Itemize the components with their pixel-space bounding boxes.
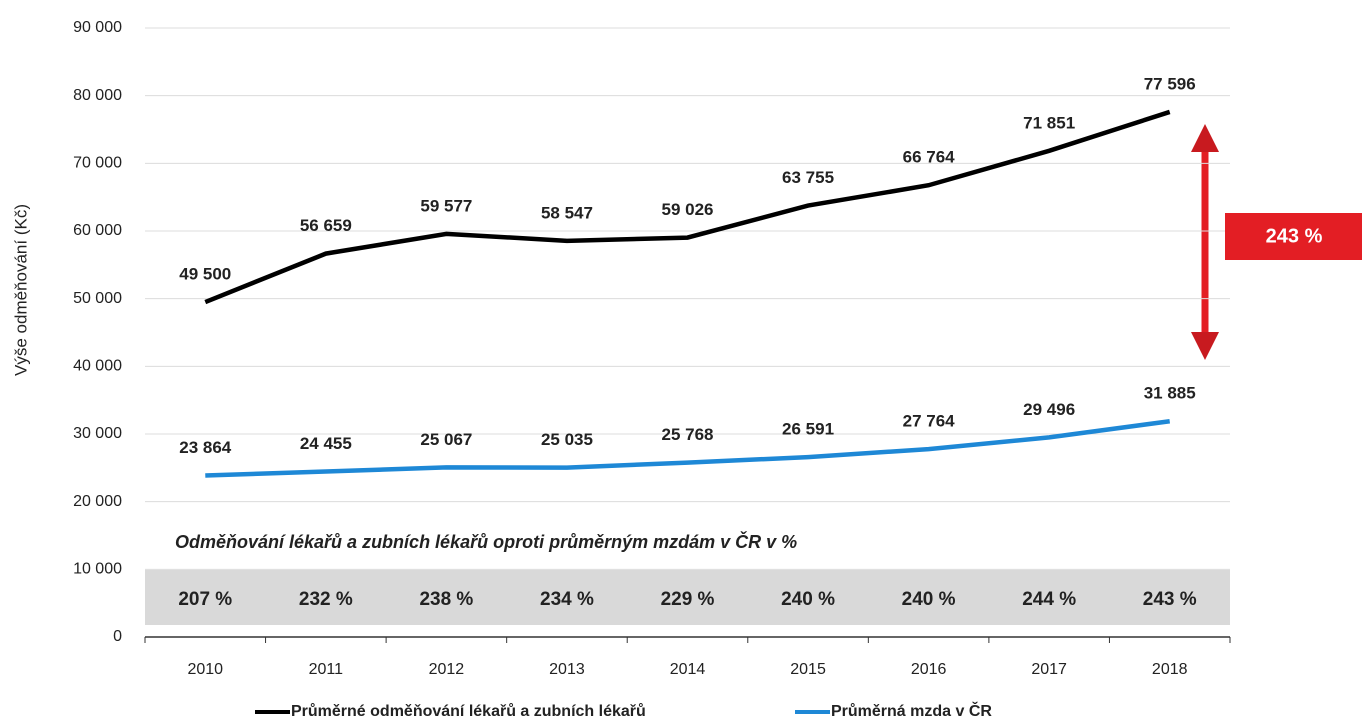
- callout-box: [1225, 213, 1362, 260]
- line: [204, 109, 1171, 305]
- x-tick-label: 2018: [1152, 661, 1188, 678]
- value-label: 66 764: [903, 148, 956, 167]
- y-tick-label: 40 000: [73, 358, 122, 375]
- ratio-label: 232 %: [299, 589, 353, 610]
- y-tick-label: 50 000: [73, 290, 122, 307]
- y-tick-label: 30 000: [73, 425, 122, 442]
- ratio-label: 243 %: [1143, 589, 1197, 610]
- ratio-label: 234 %: [540, 589, 594, 610]
- value-label: 58 547: [541, 203, 593, 222]
- value-label: 59 026: [662, 200, 714, 219]
- y-tick-label: 90 000: [73, 19, 122, 36]
- value-label: 56 659: [300, 216, 352, 235]
- value-label: 31 885: [1144, 384, 1196, 403]
- value-label: 29 496: [1023, 400, 1075, 419]
- ratio-label: 244 %: [1022, 589, 1076, 610]
- value-label: 25 035: [541, 430, 593, 449]
- ratio-label: 240 %: [781, 589, 835, 610]
- value-label: 77 596: [1144, 74, 1196, 93]
- y-tick-label: 60 000: [73, 222, 122, 239]
- value-label: 49 500: [179, 265, 231, 284]
- legend-label: Průměrné odměňování lékařů a zubních lék…: [291, 703, 646, 720]
- ratio-label: 240 %: [902, 589, 956, 610]
- value-label: 71 851: [1023, 113, 1075, 132]
- value-label: 26 591: [782, 420, 834, 439]
- x-tick-label: 2010: [187, 661, 223, 678]
- y-tick-label: 0: [113, 628, 122, 645]
- value-label: 27 764: [903, 412, 956, 431]
- y-tick-label: 70 000: [73, 155, 122, 172]
- x-tick-label: 2012: [429, 661, 465, 678]
- ratio-label: 207 %: [178, 589, 232, 610]
- value-label: 59 577: [420, 196, 472, 215]
- value-label: 25 768: [662, 425, 714, 444]
- subtitle: Odměňování lékařů a zubních lékařů oprot…: [175, 531, 797, 552]
- legend-label: Průměrná mzda v ČR: [831, 701, 992, 720]
- ratio-label: 238 %: [419, 589, 473, 610]
- callout-label: 243 %: [1266, 225, 1323, 247]
- x-tick-label: 2011: [309, 661, 344, 678]
- value-label: 63 755: [782, 168, 834, 187]
- value-label: 25 067: [420, 430, 472, 449]
- ratio-label: 229 %: [661, 589, 715, 610]
- y-tick-label: 20 000: [73, 493, 122, 510]
- value-label: 24 455: [300, 434, 352, 453]
- x-tick-label: 2016: [911, 661, 947, 678]
- y-tick-label: 80 000: [73, 87, 122, 104]
- x-tick-label: 2014: [670, 661, 706, 678]
- value-label: 23 864: [179, 438, 232, 457]
- x-tick-label: 2013: [549, 661, 585, 678]
- ratio-band: [145, 570, 1230, 625]
- y-tick-label: 10 000: [73, 561, 122, 578]
- line: [205, 419, 1171, 478]
- y-axis-title: Výše odměňování (Kč): [11, 204, 30, 376]
- x-tick-label: 2017: [1031, 661, 1067, 678]
- x-tick-label: 2015: [790, 661, 826, 678]
